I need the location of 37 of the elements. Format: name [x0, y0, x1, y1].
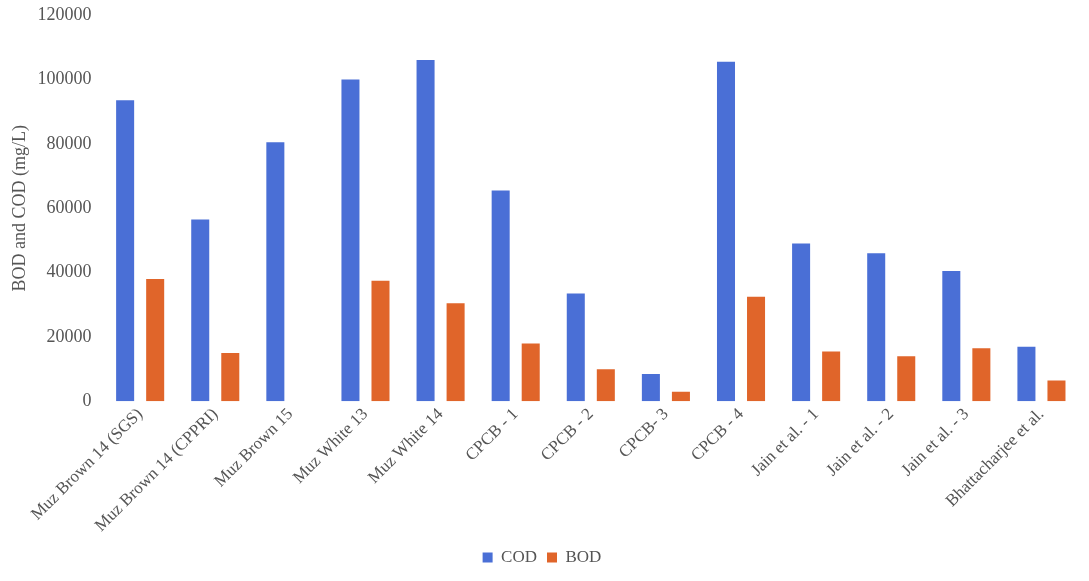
- bar: [942, 270, 961, 402]
- bar: [371, 280, 390, 402]
- y-tick-label: 120000: [37, 3, 92, 24]
- bar: [747, 296, 766, 402]
- bar: [792, 243, 811, 402]
- x-tick-label: Jain et al. - 2: [822, 404, 898, 480]
- bar: [446, 303, 465, 402]
- bar: [867, 253, 886, 402]
- bar: [566, 293, 585, 402]
- bar: [521, 343, 540, 402]
- bar: [266, 142, 285, 402]
- y-tick-label: 100000: [37, 68, 92, 89]
- bar: [341, 79, 360, 402]
- bar: [116, 100, 135, 402]
- bar: [822, 351, 841, 402]
- bar: [221, 353, 240, 402]
- bar: [716, 61, 736, 402]
- y-tick-label: 60000: [46, 196, 92, 217]
- legend-label: BOD: [565, 546, 602, 566]
- bar: [491, 190, 510, 402]
- bar: [671, 391, 690, 402]
- bar: [972, 348, 991, 402]
- bar: [596, 369, 615, 402]
- bar: [1017, 346, 1036, 402]
- bar: [1047, 380, 1066, 402]
- bar: [641, 374, 660, 402]
- bar: [191, 219, 210, 402]
- y-tick-label: 20000: [46, 325, 92, 346]
- bar: [416, 60, 435, 402]
- x-tick-label: Jain et al. - 1: [746, 404, 823, 480]
- legend-label: COD: [501, 546, 538, 566]
- y-tick-label: 40000: [46, 261, 92, 282]
- bar: [146, 279, 165, 402]
- y-tick-label: 80000: [46, 132, 92, 153]
- y-tick-label: 0: [82, 390, 92, 411]
- y-axis-title: BOD and COD (mg/L): [8, 124, 30, 292]
- bar: [897, 356, 916, 402]
